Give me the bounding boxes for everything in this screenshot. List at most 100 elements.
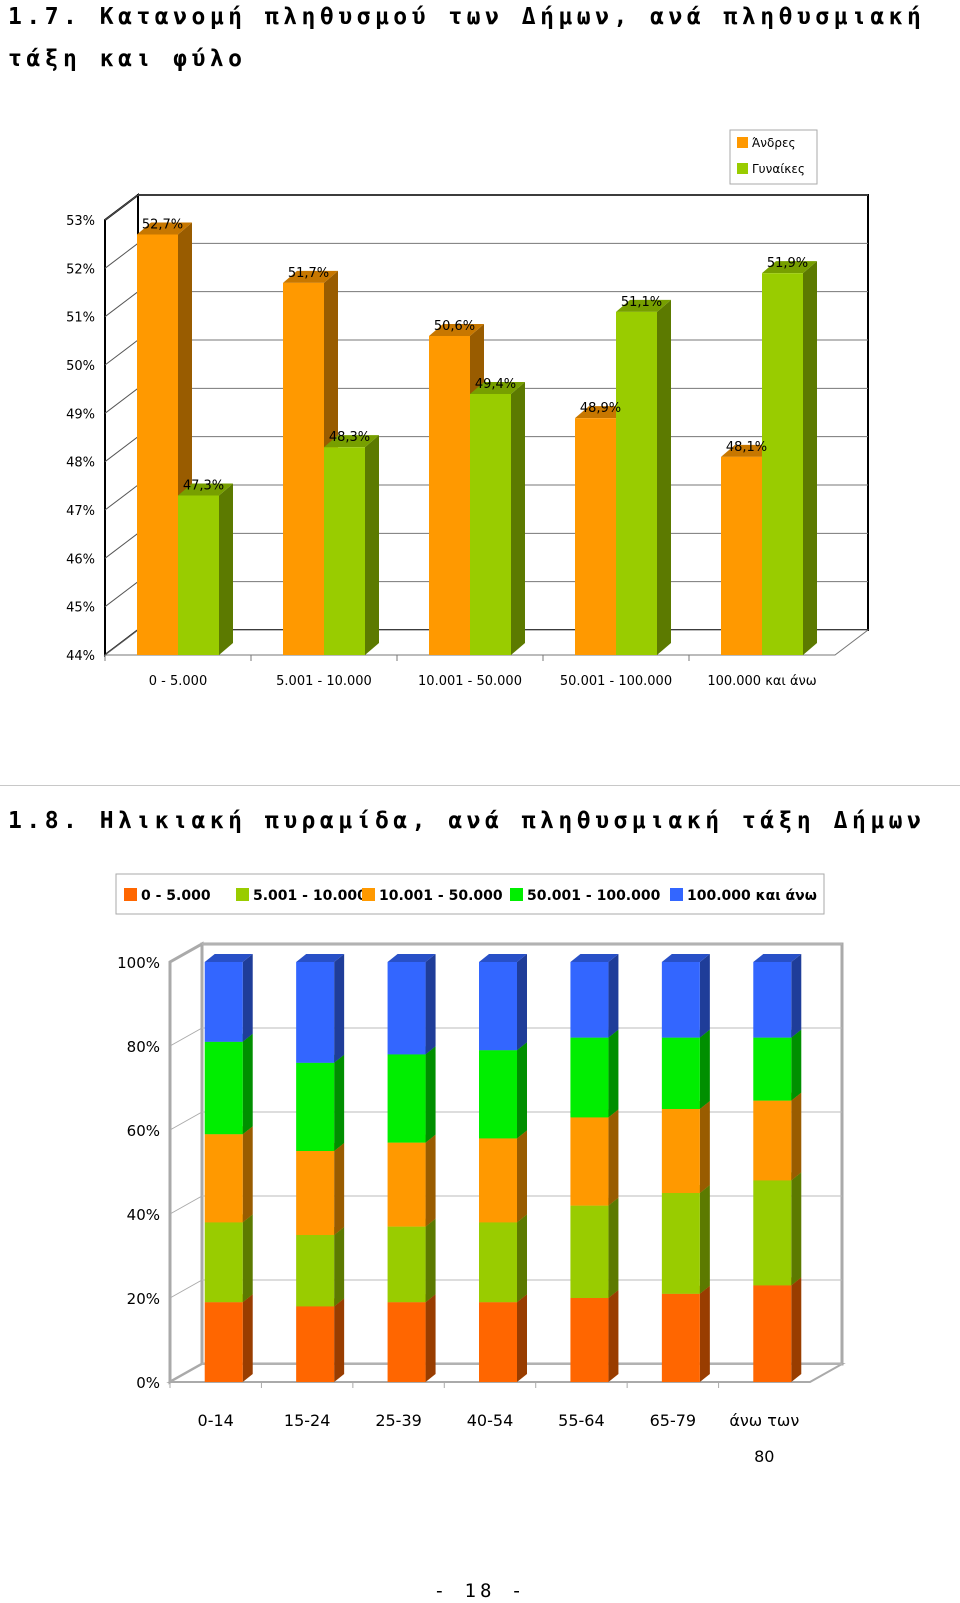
bar-segment [661,1185,710,1294]
bar-top [296,954,345,962]
bar-front [479,1302,517,1382]
gridline-side [104,194,139,221]
gridline-side [104,484,139,511]
bar-front [479,962,517,1051]
bar-segment [753,1277,802,1382]
bar-segment [753,1029,802,1101]
bar-segment [753,954,802,1038]
bar-front [204,1222,243,1303]
bar-front [570,1117,609,1206]
bar-side [791,1092,802,1181]
x-tick-label: 15-24 [284,1411,331,1430]
bar-front [296,1306,335,1382]
bar-top [479,954,527,962]
bar-segment [661,954,710,1038]
legend-label: 5.001 - 10.000 [253,888,367,904]
y-tick-label: 50% [66,359,95,374]
y-tick-label: 44% [66,649,95,664]
bar-front [661,1293,700,1382]
section-heading-1-8: 1.8. Ηλικιακή πυραμίδα, ανά πληθυσμιακή … [8,808,926,834]
bar [470,382,525,655]
stacked-bars [204,954,802,1382]
data-labels: 52,7% 47,3% 51,7% 48,3% 50,6% 49,4% 48,9% 51,1%… [142,218,808,494]
bar-top [137,222,192,235]
age-pyramid-chart: 0% 20% 40% 60% 80% 100% 0-14 15-24 25-39 40-54 55-… [115,873,846,1466]
bar-front [762,273,803,655]
gridline-side [104,339,139,366]
data-label: 48,3% [329,430,370,445]
data-label: 49,4% [475,377,516,392]
x-tick-label: 40-54 [467,1411,514,1430]
bar-segment [387,954,436,1055]
y-axis: 44% 45% 46% 47% 48% 49% 50% 51% 52% 53% [66,214,95,664]
gridline-side [169,943,203,963]
legend-label: Άνδρες [752,136,796,150]
bar-front [204,1302,243,1382]
x-tick-label: 50.001 - 100.000 [560,674,672,689]
x-tick-label: άνω των 80 [729,1411,799,1466]
bar-front [283,282,324,655]
gridline-side [169,1195,203,1215]
bar-segment [204,954,253,1042]
bar [616,299,671,655]
data-label: 48,9% [580,401,621,416]
bar-front [570,1298,609,1382]
y-tick-label: 20% [127,1290,160,1308]
bar-front [721,456,762,655]
bar-front [661,1109,700,1193]
data-label: 52,7% [142,218,183,233]
gridline-side [169,1363,203,1383]
bar-side [699,1285,710,1382]
bar-side [242,1214,253,1303]
bar-front [753,1100,792,1181]
bar-segment [479,1042,527,1139]
bar [324,435,379,655]
bar-side [608,1029,619,1118]
gridline-side [104,387,139,414]
bar-side [517,1214,527,1303]
bar-side [791,1029,802,1101]
bar-side [699,1029,710,1109]
gridline-side [104,581,139,608]
bar-segment [753,1172,802,1286]
x-tick-label: 0-14 [198,1411,234,1430]
bar-front [296,1235,335,1307]
gridline-side [104,242,139,269]
gridline-side [104,291,139,318]
bar-front [753,962,792,1038]
bar-segment [753,1092,802,1181]
bar-side [608,1109,619,1206]
bar-segment [570,1029,619,1118]
bar-top [570,954,619,962]
bar-side [517,954,527,1051]
bar-segment [204,1033,253,1135]
legend-swatch [670,888,683,901]
legend-label: 10.001 - 50.000 [379,888,503,904]
bar-top [283,270,338,283]
bar-front [429,336,470,655]
bar-front [479,1138,517,1223]
bar-side [334,1227,345,1307]
bar-side [791,1277,802,1382]
data-label: 48,1% [726,440,767,455]
bar-top [204,954,253,962]
gridline-side [169,1027,203,1047]
bar-side [334,954,345,1063]
bar-segment [204,1294,253,1382]
y-tick-label: 46% [66,552,95,567]
data-label: 51,7% [288,266,329,281]
bar-top [762,261,817,274]
bar-front [324,447,365,655]
y-tick-label: 100% [117,954,160,972]
data-label: 47,3% [183,479,224,494]
x-axis: 0-14 15-24 25-39 40-54 55-64 65-79 άνω των 80 [169,1382,799,1466]
bar-front [204,962,243,1042]
x-axis: 0 - 5.000 5.001 - 10.000 10.001 - 50.000 50… [104,655,817,689]
bar-top [661,954,710,962]
legend-swatch [362,888,375,901]
legend-swatch [737,137,748,148]
bar-front [296,1151,335,1235]
bar-side [425,1218,436,1303]
x-tick-label: 10.001 - 50.000 [418,674,522,689]
bar-side [242,1126,253,1223]
